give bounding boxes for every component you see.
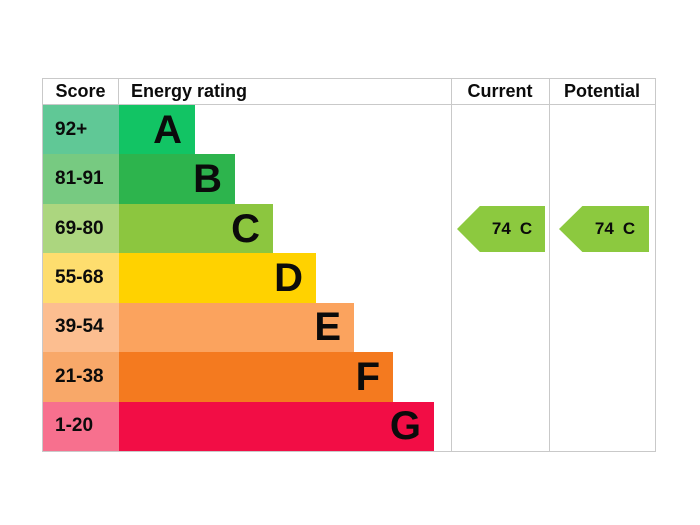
header-energy-rating: Energy rating [131,81,248,101]
score-cell-e: 39-54 [43,302,119,353]
current-rating-value: 74 [491,219,511,238]
band-bar-g: G [119,401,434,451]
potential-column-divider [549,79,550,451]
band-bar-b: B [119,154,235,204]
band-row-b: 81-91 B [43,154,655,204]
current-column-divider [451,79,452,451]
band-bar-f: F [119,352,393,402]
band-row-g: 1-20 G [43,401,655,451]
header-current: Current [467,81,533,101]
potential-rating-band: C [622,219,636,238]
header-potential: Potential [563,81,640,101]
band-row-f: 21-38 F [43,352,655,402]
band-bar-d: D [119,253,316,303]
band-bar-e: E [119,302,354,353]
band-row-d: 55-68 D [43,253,655,303]
potential-rating-label: 74 C [573,219,635,239]
band-rows: 92+ A 81-91 B 69-80 C 55-68 D 39-54 E 21… [43,105,655,451]
current-rating-band: C [519,219,533,238]
band-bar-c: C [119,203,273,254]
band-row-e: 39-54 E [43,302,655,353]
header-score: Score [43,79,119,104]
epc-chart: Score Energy rating Current Potential 92… [42,78,656,452]
band-row-c: 69-80 C [43,203,655,254]
score-cell-f: 21-38 [43,352,119,402]
score-cell-b: 81-91 [43,154,119,204]
score-cell-a: 92+ [43,105,119,155]
current-rating-label: 74 C [470,219,532,239]
potential-rating-value: 74 [594,219,614,238]
score-cell-d: 55-68 [43,253,119,303]
score-cell-g: 1-20 [43,401,119,451]
score-cell-c: 69-80 [43,203,119,254]
band-bar-a: A [119,105,195,155]
band-row-a: 92+ A [43,105,655,155]
table-header: Score Energy rating Current Potential [43,79,655,105]
